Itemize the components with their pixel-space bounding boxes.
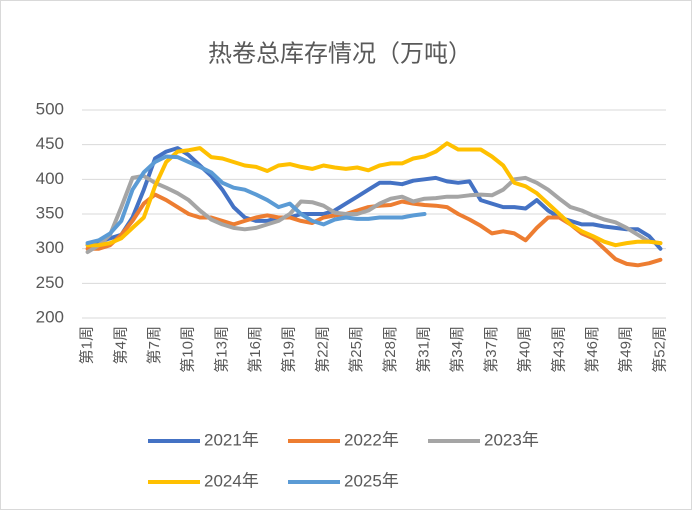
legend-label: 2025年 <box>344 471 399 490</box>
y-tick-label: 250 <box>36 273 64 292</box>
x-tick-label: 第4周 <box>111 326 129 364</box>
y-tick-label: 500 <box>36 99 64 118</box>
x-tick-label: 第19周 <box>280 326 298 373</box>
x-tick-label: 第37周 <box>482 326 500 373</box>
series-line <box>85 154 427 246</box>
series-line <box>85 173 663 255</box>
x-tick-label: 第34周 <box>448 326 466 373</box>
legend-label: 2024年 <box>204 471 259 490</box>
legend-label: 2021年 <box>204 430 259 449</box>
series-line <box>85 141 663 248</box>
x-tick-label: 第7周 <box>145 326 163 364</box>
chart-title: 热卷总库存情况（万吨） <box>208 40 472 67</box>
x-tick-label: 第10周 <box>179 326 197 373</box>
x-tick-label: 第49周 <box>617 326 635 373</box>
x-tick-label: 第28周 <box>381 326 399 373</box>
x-tick-label: 第31周 <box>415 326 433 373</box>
y-tick-label: 200 <box>36 307 64 326</box>
x-tick-label: 第1周 <box>78 326 96 364</box>
y-tick-label: 450 <box>36 134 64 153</box>
x-tick-label: 第43周 <box>549 326 567 373</box>
y-tick-label: 300 <box>36 238 64 257</box>
y-tick-label: 350 <box>36 203 64 222</box>
x-tick-label: 第46周 <box>583 326 601 373</box>
x-tick-label: 第13周 <box>212 326 230 373</box>
legend-label: 2022年 <box>344 430 399 449</box>
legend-label: 2023年 <box>484 430 539 449</box>
x-tick-label: 第22周 <box>313 326 331 373</box>
x-tick-label: 第40周 <box>516 326 534 373</box>
x-tick-label: 第16周 <box>246 326 264 373</box>
x-tick-label: 第52周 <box>650 326 668 373</box>
y-tick-label: 400 <box>36 169 64 188</box>
x-tick-label: 第25周 <box>347 326 365 373</box>
